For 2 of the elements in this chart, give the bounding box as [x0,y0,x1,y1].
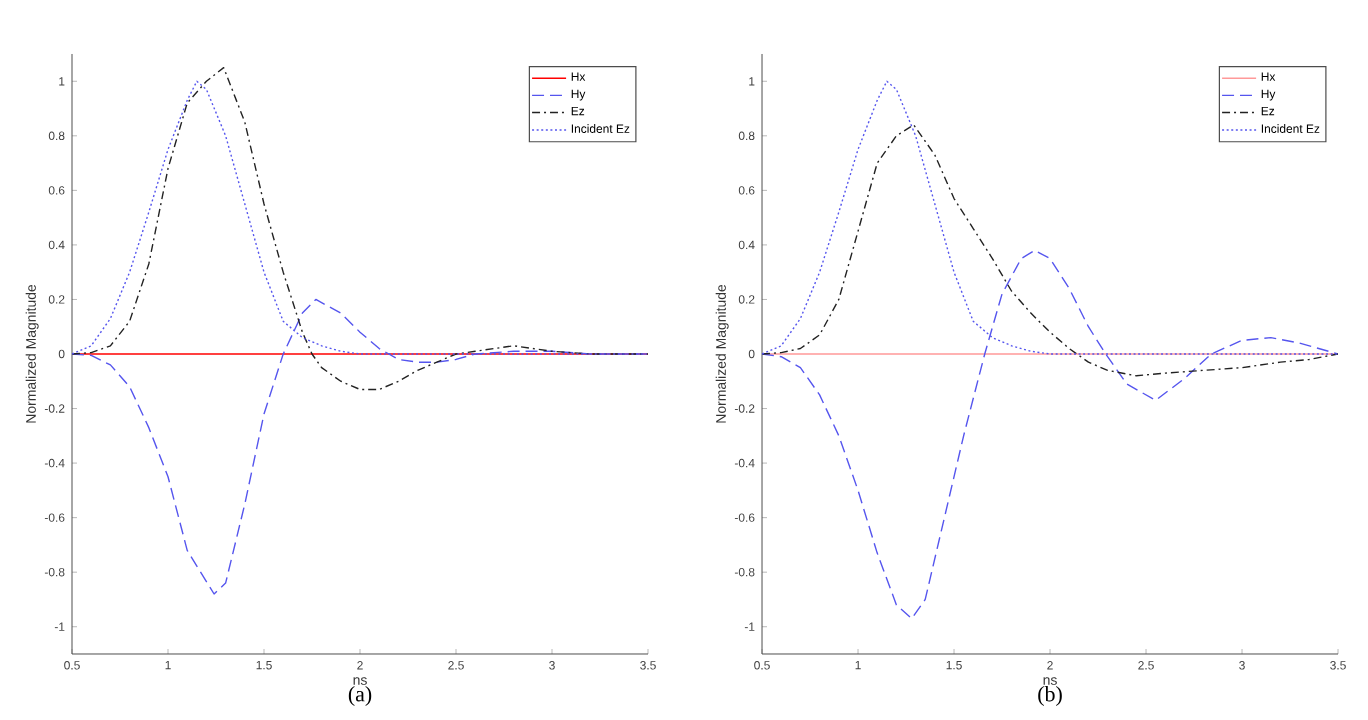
text: (a) [348,686,372,706]
text: (b) [1038,686,1062,706]
